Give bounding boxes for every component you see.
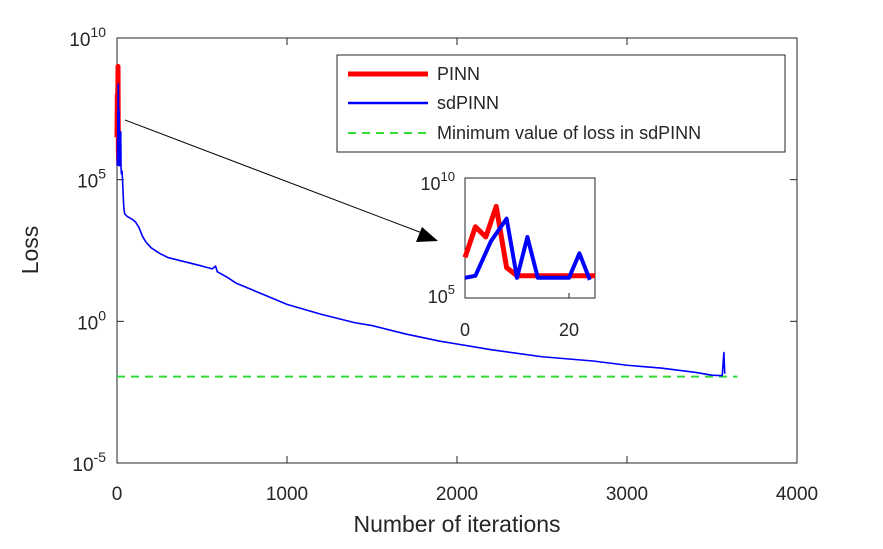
x-tick-label: 2000 (436, 484, 478, 505)
legend: PINN sdPINN Minimum value of loss in sdP… (336, 54, 786, 153)
series-sdpinn-start (116, 83, 122, 167)
zoom-arrow-line (124, 119, 431, 237)
inset-x-tick-label: 0 (460, 320, 470, 340)
zoom-arrow (124, 119, 438, 242)
y-tick-label: 1010 (69, 24, 106, 51)
y-tick-label: 10-5 (72, 449, 106, 476)
x-tick-label: 1000 (266, 484, 308, 505)
x-tick-label: 4000 (776, 484, 818, 505)
y-axis-label: Loss (17, 226, 43, 275)
inset-y-tick-label: 105 (428, 282, 455, 307)
inset-plot: 0 20 1010 105 (421, 169, 596, 340)
x-tick-label: 3000 (606, 484, 648, 505)
legend-label-pinn: PINN (437, 64, 480, 84)
y-tick-label: 105 (77, 166, 106, 193)
legend-label-sdpinn: sdPINN (437, 93, 499, 113)
legend-label-minimum: Minimum value of loss in sdPINN (437, 123, 701, 143)
y-tick-label: 100 (77, 307, 106, 334)
zoom-arrow-head (416, 227, 438, 242)
x-axis-label: Number of iterations (353, 511, 560, 537)
inset-x-tick-label: 20 (559, 320, 579, 340)
inset-series-pinn (462, 203, 595, 279)
inset-series-sdpinn (464, 216, 592, 281)
series-layer (114, 63, 738, 378)
ticks-layer: 0 1000 2000 3000 4000 1010 105 100 10-5 (69, 24, 818, 505)
x-tick-label: 0 (112, 484, 123, 505)
inset-ticks: 0 20 1010 105 (421, 169, 580, 340)
inset-series (462, 203, 595, 281)
inset-y-tick-label: 1010 (421, 169, 456, 194)
